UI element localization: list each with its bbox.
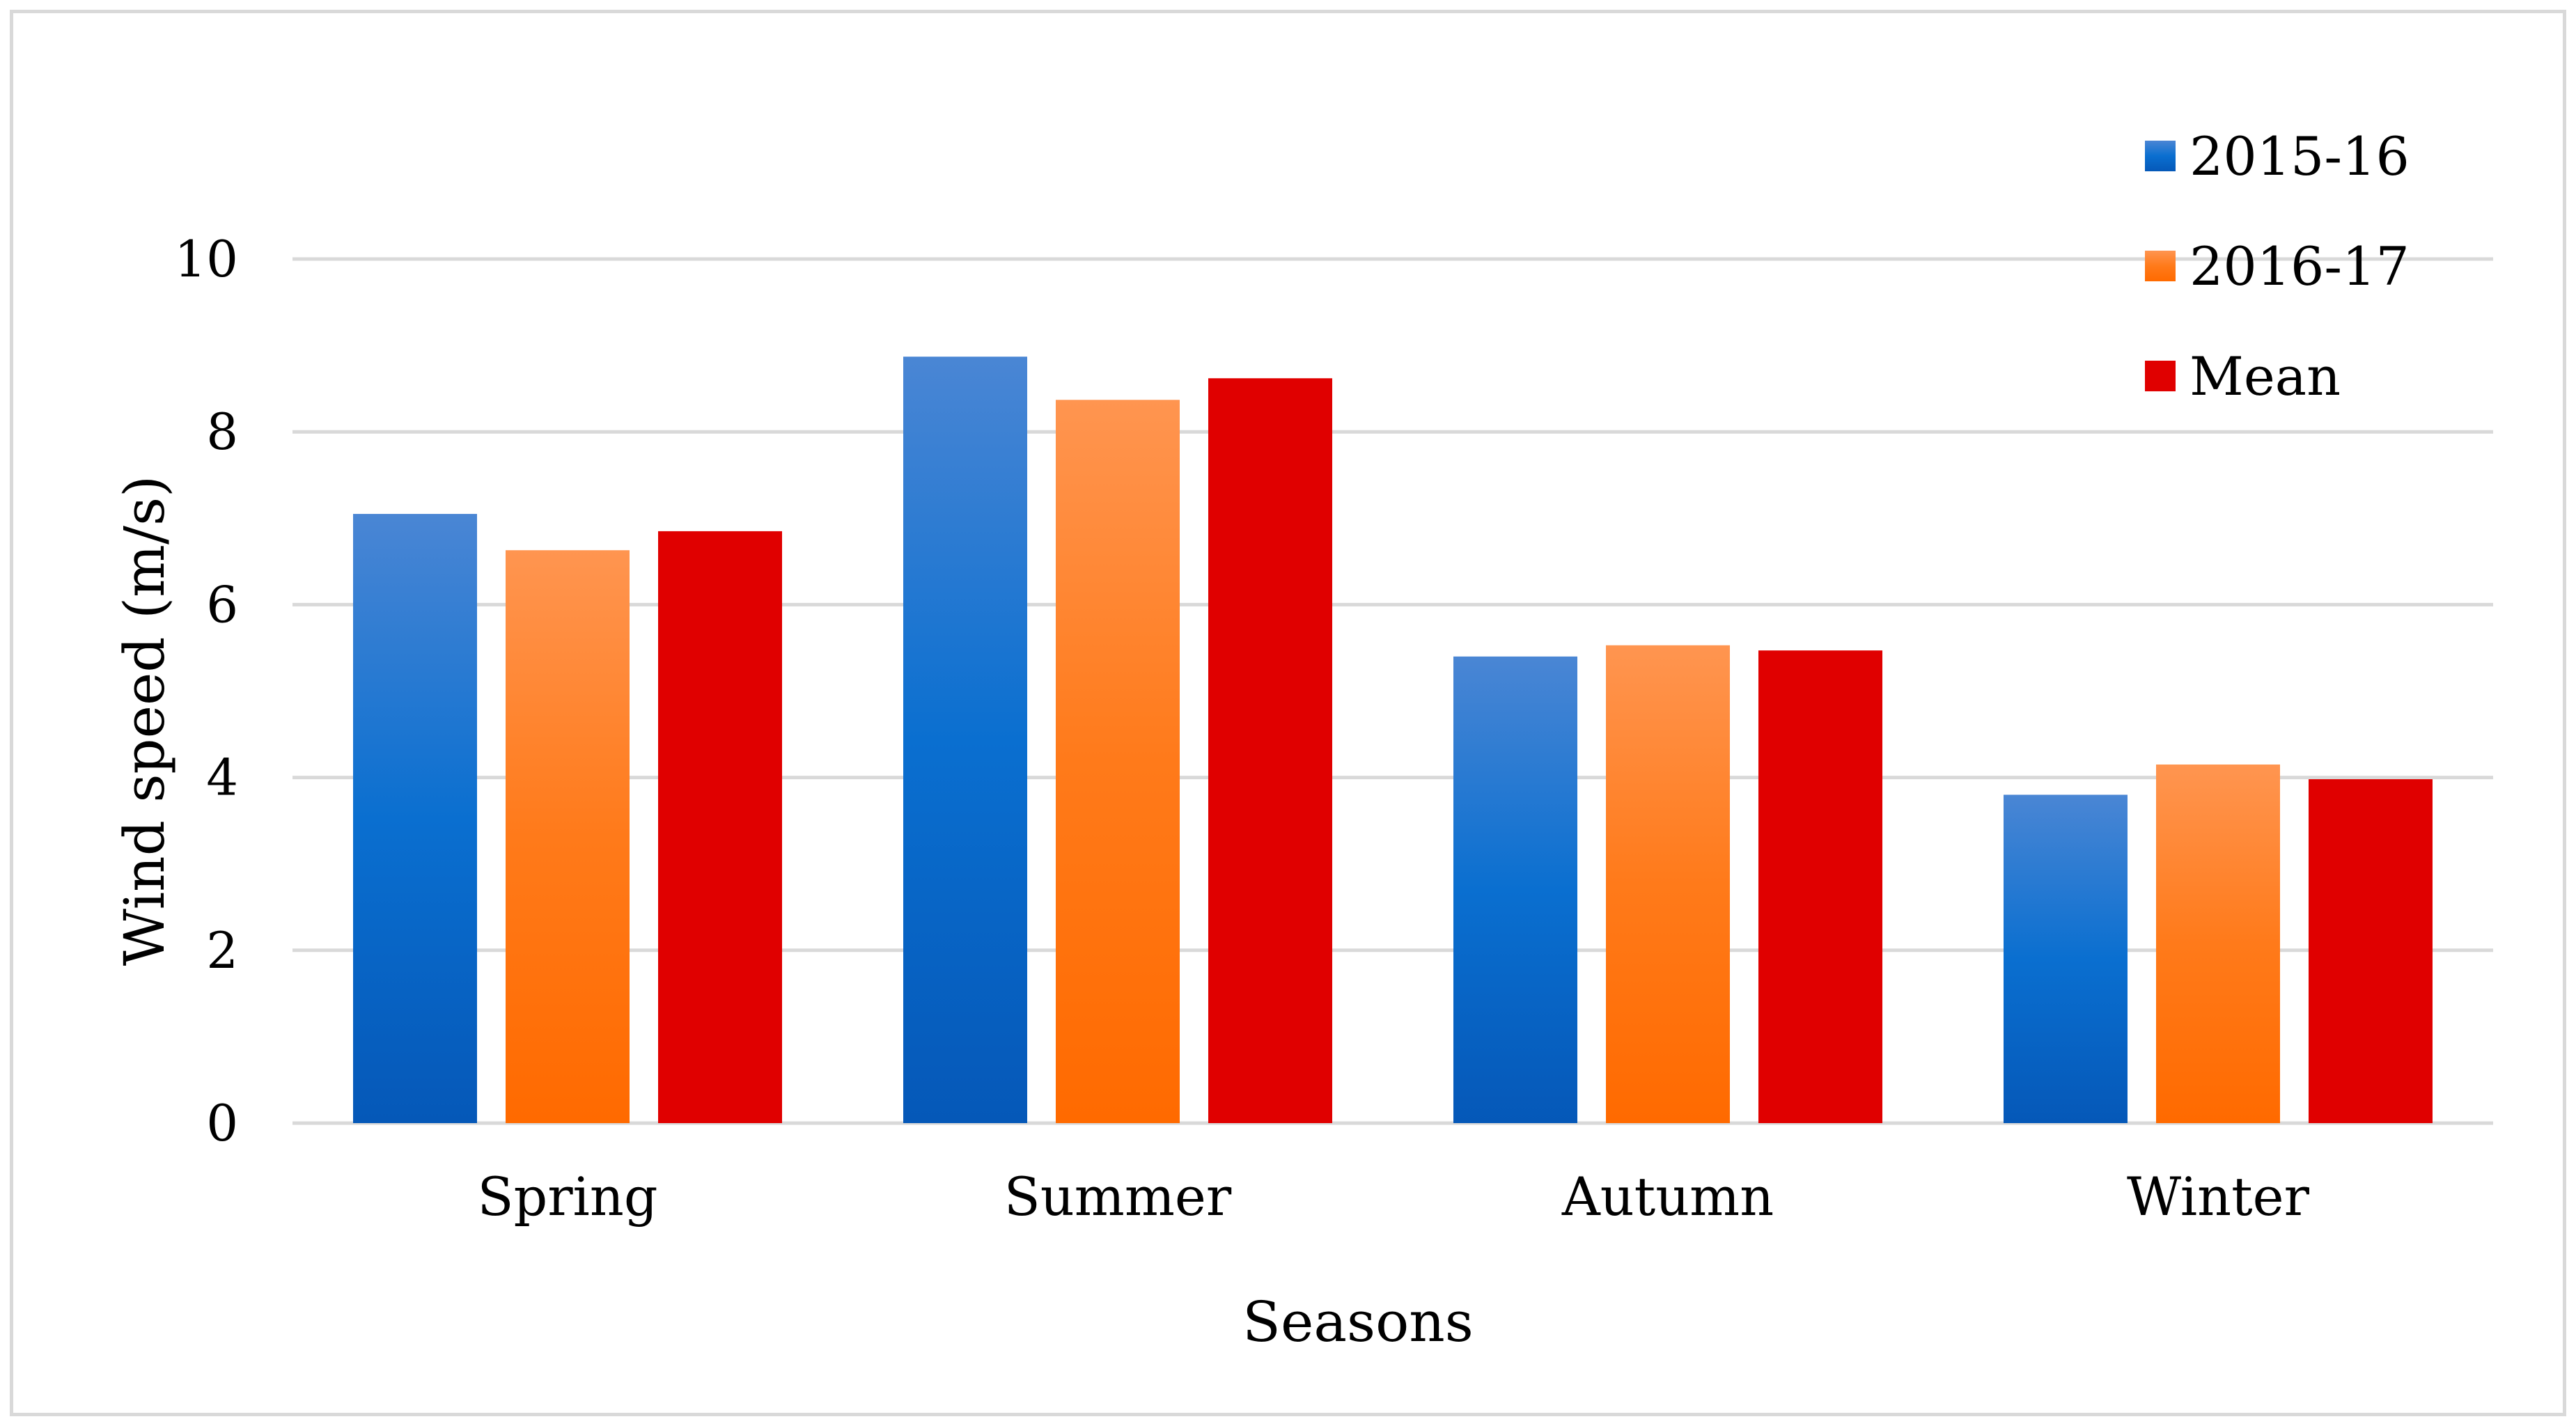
bar-summer-2016-17 xyxy=(1056,400,1180,1124)
bar-summer-mean xyxy=(1208,378,1332,1123)
legend-swatch-2016-17 xyxy=(2145,251,2176,281)
x-tick-label-spring: Spring xyxy=(478,1166,658,1228)
bar-winter-mean xyxy=(2309,779,2433,1123)
y-tick-label: 8 xyxy=(206,402,238,461)
y-tick-label: 0 xyxy=(206,1094,238,1152)
x-tick-label-winter: Winter xyxy=(2127,1166,2310,1228)
y-tick-label: 10 xyxy=(174,230,238,288)
legend: 2015-16 2016-17 Mean xyxy=(2145,125,2410,407)
x-tick-label-autumn: Autumn xyxy=(1561,1166,1774,1228)
legend-swatch-2015-16 xyxy=(2145,141,2176,171)
x-axis-title: Seasons xyxy=(1242,1290,1474,1354)
y-axis-title: Wind speed (m/s) xyxy=(112,476,177,966)
bar-autumn-2016-17 xyxy=(1606,645,1730,1123)
legend-label-2015-16: 2015-16 xyxy=(2189,125,2410,187)
x-tick-label-summer: Summer xyxy=(1004,1166,1232,1228)
y-tick-label: 2 xyxy=(206,921,238,980)
bars-layer xyxy=(353,356,2433,1124)
legend-label-mean: Mean xyxy=(2189,345,2341,407)
bar-autumn-mean xyxy=(1758,650,1882,1123)
bar-autumn-2015-16 xyxy=(1453,656,1577,1123)
bar-winter-2015-16 xyxy=(2004,794,2128,1123)
bar-winter-2016-17 xyxy=(2156,764,2280,1123)
y-tick-label: 4 xyxy=(206,749,238,807)
labels-layer: 0 2 4 6 8 10 Spring Summer Autumn Winter xyxy=(174,230,2309,1228)
legend-label-2016-17: 2016-17 xyxy=(2189,235,2410,297)
bar-summer-2015-16 xyxy=(903,356,1027,1124)
bar-spring-mean xyxy=(658,531,782,1123)
bar-spring-2015-16 xyxy=(353,514,477,1123)
y-tick-label: 6 xyxy=(206,575,238,634)
legend-swatch-mean xyxy=(2145,361,2176,391)
bar-spring-2016-17 xyxy=(506,550,630,1123)
